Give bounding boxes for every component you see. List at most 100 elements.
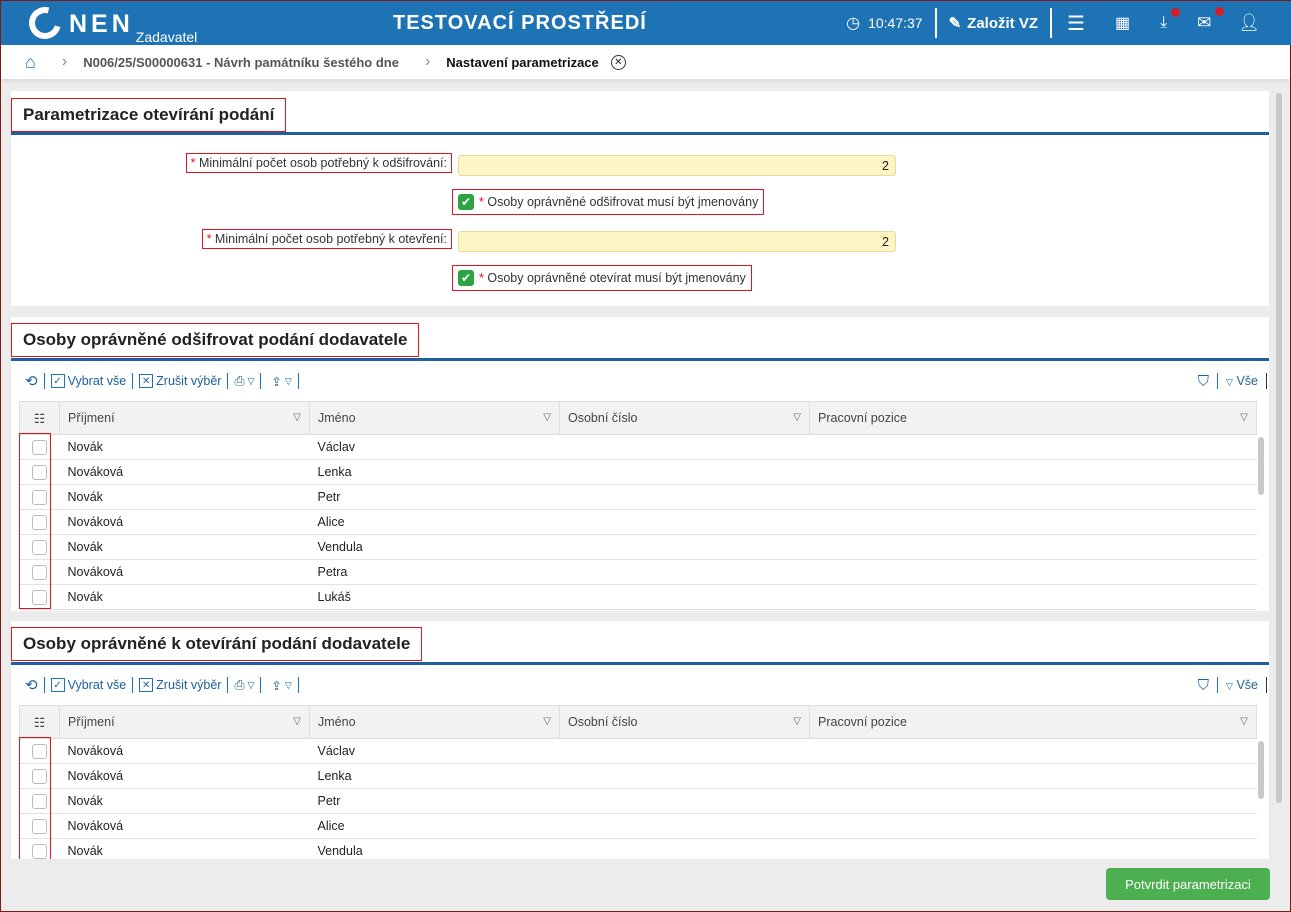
row-checkbox[interactable]: [19, 534, 60, 560]
table-row[interactable]: Novák Vendula: [19, 534, 1257, 560]
column-header[interactable]: Příjmení ▽: [59, 401, 310, 435]
refresh-icon[interactable]: ⟲: [25, 677, 38, 694]
close-icon[interactable]: ✕: [610, 54, 626, 70]
export-button[interactable]: ⇪ ▽: [271, 374, 292, 389]
table-row[interactable]: Nováková Lenka: [19, 459, 1257, 485]
table-row[interactable]: Nováková Lenka: [19, 763, 1257, 789]
checkmark-icon: ✔: [458, 270, 474, 286]
personal-number-cell: [559, 559, 810, 585]
table-row[interactable]: Nováková Alice: [19, 509, 1257, 535]
page-scrollbar[interactable]: [1276, 93, 1282, 803]
mail-icon[interactable]: ✉: [1182, 7, 1226, 33]
row-checkbox[interactable]: [19, 434, 60, 460]
decryptors-panel: Osoby oprávněné odšifrovat podání dodava…: [11, 317, 1269, 611]
surname-cell: Novák: [59, 584, 310, 610]
position-cell: [809, 738, 1257, 764]
open-min-input[interactable]: 2: [458, 231, 896, 252]
column-header[interactable]: Osobní číslo ▽: [559, 401, 810, 435]
menu-icon[interactable]: ☰: [1067, 12, 1085, 35]
firstname-cell: Vendula: [309, 838, 560, 859]
firstname-cell: Lenka: [309, 459, 560, 485]
table-row[interactable]: Nováková Václav: [19, 738, 1257, 764]
personal-number-cell: [559, 738, 810, 764]
row-checkbox[interactable]: [19, 738, 60, 764]
table-row[interactable]: Novák Václav: [19, 434, 1257, 460]
personal-number-cell: [559, 838, 810, 859]
column-settings-icon[interactable]: ☷: [19, 705, 60, 739]
nen-logo[interactable]: NEN Zadavatel: [23, 1, 197, 45]
confirm-parametrization-button[interactable]: Potvrdit parametrizaci: [1106, 868, 1270, 900]
firstname-cell: Petra: [309, 559, 560, 585]
print-icon: ⎙: [234, 373, 245, 388]
print-icon: ⎙: [234, 677, 245, 692]
personal-number-cell: [559, 763, 810, 789]
row-checkbox[interactable]: [19, 509, 60, 535]
print-button[interactable]: ⎙ ▽: [234, 677, 255, 692]
export-button[interactable]: ⇪ ▽: [271, 678, 292, 693]
row-checkbox[interactable]: [19, 584, 60, 610]
column-settings-icon[interactable]: ☷: [19, 401, 60, 435]
row-checkbox[interactable]: [19, 813, 60, 839]
environment-title: TESTOVACÍ PROSTŘEDÍ: [393, 12, 647, 34]
column-header[interactable]: Osobní číslo ▽: [559, 705, 810, 739]
surname-cell: Novák: [59, 484, 310, 510]
row-checkbox[interactable]: [19, 763, 60, 789]
position-cell: [809, 509, 1257, 535]
user-icon[interactable]: 👤︎: [1238, 13, 1260, 32]
personal-number-cell: [559, 434, 810, 460]
logo-subtitle: Zadavatel: [135, 29, 198, 45]
share-icon: ⇪: [271, 678, 282, 693]
print-button[interactable]: ⎙ ▽: [234, 373, 255, 388]
download-icon[interactable]: ⤓: [1145, 8, 1182, 32]
table-row[interactable]: Novák Vendula: [19, 838, 1257, 859]
decrypt-min-input[interactable]: 2: [458, 155, 896, 176]
refresh-icon[interactable]: ⟲: [25, 373, 38, 390]
column-header[interactable]: Jméno ▽: [309, 401, 560, 435]
view-select[interactable]: ▽ Vše: [1226, 678, 1258, 692]
row-checkbox[interactable]: [19, 838, 60, 859]
table-row[interactable]: Nováková Petra: [19, 559, 1257, 585]
surname-cell: Nováková: [59, 813, 310, 839]
logo-icon: [23, 1, 67, 45]
row-checkbox[interactable]: [19, 459, 60, 485]
breadcrumb-current: Nastavení parametrizace: [446, 54, 599, 70]
position-cell: [809, 763, 1257, 789]
open-named-checkbox[interactable]: ✔ * Osoby oprávněné otevírat musí být jme…: [452, 265, 752, 291]
surname-cell: Novák: [59, 534, 310, 560]
create-vz-button[interactable]: ✎ Založit VZ: [937, 14, 1050, 33]
share-icon: ⇪: [271, 374, 282, 389]
decrypt-named-checkbox[interactable]: ✔ * Osoby oprávněné odšifrovat musí být j…: [452, 189, 765, 215]
table-scrollbar[interactable]: [1258, 437, 1264, 495]
table-row[interactable]: Nováková Alice: [19, 813, 1257, 839]
column-header[interactable]: Pracovní pozice ▽: [809, 705, 1257, 739]
filter-icon[interactable]: ⛉: [1197, 676, 1210, 694]
calendar-icon[interactable]: ▦: [1114, 15, 1131, 32]
column-header[interactable]: Pracovní pozice ▽: [809, 401, 1257, 435]
table-row[interactable]: Novák Petr: [19, 484, 1257, 510]
table-row[interactable]: Novák Lukáš: [19, 584, 1257, 610]
firstname-cell: Alice: [309, 813, 560, 839]
app-header: NEN Zadavatel TESTOVACÍ PROSTŘEDÍ ◷ 10:47…: [1, 1, 1291, 45]
select-all-button[interactable]: ✓ Vybrat vše: [45, 374, 133, 388]
firstname-cell: Alice: [309, 509, 560, 535]
row-checkbox[interactable]: [19, 484, 60, 510]
position-cell: [809, 813, 1257, 839]
table-row[interactable]: Novák Petr: [19, 788, 1257, 814]
row-checkbox[interactable]: [19, 559, 60, 585]
column-header[interactable]: Jméno ▽: [309, 705, 560, 739]
view-select[interactable]: ▽ Vše: [1226, 374, 1258, 388]
surname-cell: Nováková: [59, 559, 310, 585]
breadcrumb-item[interactable]: N006/25/S00000631 - Návrh památníku šest…: [83, 54, 399, 70]
row-checkbox[interactable]: [19, 788, 60, 814]
select-all-button[interactable]: ✓ Vybrat vše: [45, 678, 133, 692]
clear-selection-button[interactable]: ✕ Zrušit výběr: [133, 374, 227, 388]
surname-cell: Novák: [59, 838, 310, 859]
table-scrollbar[interactable]: [1258, 741, 1264, 799]
column-header[interactable]: Příjmení ▽: [59, 705, 310, 739]
home-icon[interactable]: ⌂: [25, 51, 36, 72]
surname-cell: Nováková: [59, 459, 310, 485]
clear-selection-button[interactable]: ✕ Zrušit výběr: [133, 678, 227, 692]
filter-icon[interactable]: ⛉: [1197, 372, 1210, 390]
checkbox-icon: ✓: [50, 374, 65, 388]
position-cell: [809, 484, 1257, 510]
